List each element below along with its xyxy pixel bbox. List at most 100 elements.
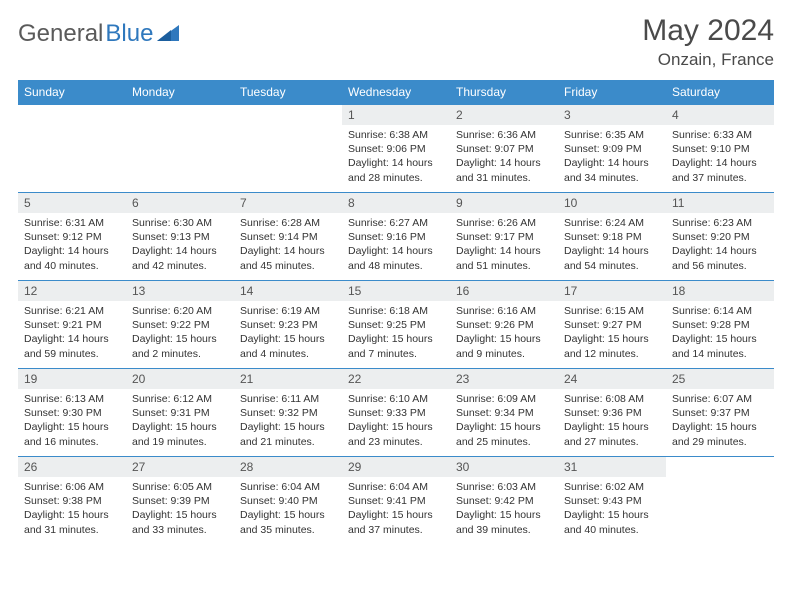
day-details: Sunrise: 6:02 AMSunset: 9:43 PMDaylight:… [558, 477, 666, 543]
day-number: 23 [450, 369, 558, 389]
calendar-cell: 22Sunrise: 6:10 AMSunset: 9:33 PMDayligh… [342, 369, 450, 457]
day-details: Sunrise: 6:03 AMSunset: 9:42 PMDaylight:… [450, 477, 558, 543]
day-number: 10 [558, 193, 666, 213]
day-details: Sunrise: 6:36 AMSunset: 9:07 PMDaylight:… [450, 125, 558, 191]
calendar-week: 1Sunrise: 6:38 AMSunset: 9:06 PMDaylight… [18, 105, 774, 193]
calendar-cell: 27Sunrise: 6:05 AMSunset: 9:39 PMDayligh… [126, 457, 234, 545]
day-details: Sunrise: 6:16 AMSunset: 9:26 PMDaylight:… [450, 301, 558, 367]
day-details: Sunrise: 6:12 AMSunset: 9:31 PMDaylight:… [126, 389, 234, 455]
calendar-cell: 17Sunrise: 6:15 AMSunset: 9:27 PMDayligh… [558, 281, 666, 369]
calendar-cell: 14Sunrise: 6:19 AMSunset: 9:23 PMDayligh… [234, 281, 342, 369]
calendar-cell: 15Sunrise: 6:18 AMSunset: 9:25 PMDayligh… [342, 281, 450, 369]
calendar-cell: 18Sunrise: 6:14 AMSunset: 9:28 PMDayligh… [666, 281, 774, 369]
calendar-cell: 12Sunrise: 6:21 AMSunset: 9:21 PMDayligh… [18, 281, 126, 369]
calendar-cell: 3Sunrise: 6:35 AMSunset: 9:09 PMDaylight… [558, 105, 666, 193]
calendar-cell [126, 105, 234, 193]
calendar-cell [18, 105, 126, 193]
calendar-cell: 20Sunrise: 6:12 AMSunset: 9:31 PMDayligh… [126, 369, 234, 457]
empty-cell [666, 457, 774, 477]
day-number: 7 [234, 193, 342, 213]
day-number: 19 [18, 369, 126, 389]
calendar-week: 19Sunrise: 6:13 AMSunset: 9:30 PMDayligh… [18, 369, 774, 457]
day-details: Sunrise: 6:23 AMSunset: 9:20 PMDaylight:… [666, 213, 774, 279]
calendar-cell: 7Sunrise: 6:28 AMSunset: 9:14 PMDaylight… [234, 193, 342, 281]
day-number: 29 [342, 457, 450, 477]
day-number: 11 [666, 193, 774, 213]
day-number: 8 [342, 193, 450, 213]
brand-logo: GeneralBlue [18, 14, 179, 48]
calendar-cell: 4Sunrise: 6:33 AMSunset: 9:10 PMDaylight… [666, 105, 774, 193]
calendar-cell: 29Sunrise: 6:04 AMSunset: 9:41 PMDayligh… [342, 457, 450, 545]
calendar-cell: 24Sunrise: 6:08 AMSunset: 9:36 PMDayligh… [558, 369, 666, 457]
calendar-grid: SundayMondayTuesdayWednesdayThursdayFrid… [18, 80, 774, 545]
calendar-cell: 30Sunrise: 6:03 AMSunset: 9:42 PMDayligh… [450, 457, 558, 545]
calendar-week: 26Sunrise: 6:06 AMSunset: 9:38 PMDayligh… [18, 457, 774, 545]
calendar-cell: 1Sunrise: 6:38 AMSunset: 9:06 PMDaylight… [342, 105, 450, 193]
day-number: 5 [18, 193, 126, 213]
day-number: 14 [234, 281, 342, 301]
day-details: Sunrise: 6:30 AMSunset: 9:13 PMDaylight:… [126, 213, 234, 279]
calendar-week: 12Sunrise: 6:21 AMSunset: 9:21 PMDayligh… [18, 281, 774, 369]
weekday-header-row: SundayMondayTuesdayWednesdayThursdayFrid… [18, 80, 774, 105]
calendar-cell: 25Sunrise: 6:07 AMSunset: 9:37 PMDayligh… [666, 369, 774, 457]
day-number: 18 [666, 281, 774, 301]
day-details: Sunrise: 6:21 AMSunset: 9:21 PMDaylight:… [18, 301, 126, 367]
day-details: Sunrise: 6:08 AMSunset: 9:36 PMDaylight:… [558, 389, 666, 455]
day-details: Sunrise: 6:33 AMSunset: 9:10 PMDaylight:… [666, 125, 774, 191]
brand-part2: Blue [105, 20, 153, 48]
day-number: 25 [666, 369, 774, 389]
calendar-cell [234, 105, 342, 193]
day-number: 30 [450, 457, 558, 477]
header: GeneralBlue May 2024 Onzain, France [18, 14, 774, 70]
calendar-cell: 13Sunrise: 6:20 AMSunset: 9:22 PMDayligh… [126, 281, 234, 369]
title-block: May 2024 Onzain, France [642, 14, 774, 70]
day-details: Sunrise: 6:04 AMSunset: 9:41 PMDaylight:… [342, 477, 450, 543]
day-number: 31 [558, 457, 666, 477]
day-number: 22 [342, 369, 450, 389]
day-details: Sunrise: 6:04 AMSunset: 9:40 PMDaylight:… [234, 477, 342, 543]
day-details: Sunrise: 6:26 AMSunset: 9:17 PMDaylight:… [450, 213, 558, 279]
day-number: 24 [558, 369, 666, 389]
day-number: 28 [234, 457, 342, 477]
day-number: 6 [126, 193, 234, 213]
brand-part1: General [18, 20, 103, 48]
month-title: May 2024 [642, 14, 774, 48]
day-details: Sunrise: 6:18 AMSunset: 9:25 PMDaylight:… [342, 301, 450, 367]
day-number: 12 [18, 281, 126, 301]
calendar-cell: 19Sunrise: 6:13 AMSunset: 9:30 PMDayligh… [18, 369, 126, 457]
logo-triangle-icon [157, 20, 179, 48]
calendar-cell: 16Sunrise: 6:16 AMSunset: 9:26 PMDayligh… [450, 281, 558, 369]
day-details: Sunrise: 6:07 AMSunset: 9:37 PMDaylight:… [666, 389, 774, 455]
day-details: Sunrise: 6:27 AMSunset: 9:16 PMDaylight:… [342, 213, 450, 279]
day-details: Sunrise: 6:13 AMSunset: 9:30 PMDaylight:… [18, 389, 126, 455]
day-number: 27 [126, 457, 234, 477]
weekday-header: Wednesday [342, 80, 450, 105]
day-details: Sunrise: 6:06 AMSunset: 9:38 PMDaylight:… [18, 477, 126, 543]
calendar-cell: 5Sunrise: 6:31 AMSunset: 9:12 PMDaylight… [18, 193, 126, 281]
day-number: 4 [666, 105, 774, 125]
day-details: Sunrise: 6:15 AMSunset: 9:27 PMDaylight:… [558, 301, 666, 367]
day-number: 17 [558, 281, 666, 301]
day-number: 15 [342, 281, 450, 301]
day-details: Sunrise: 6:20 AMSunset: 9:22 PMDaylight:… [126, 301, 234, 367]
day-details: Sunrise: 6:14 AMSunset: 9:28 PMDaylight:… [666, 301, 774, 367]
day-details: Sunrise: 6:11 AMSunset: 9:32 PMDaylight:… [234, 389, 342, 455]
calendar-cell: 11Sunrise: 6:23 AMSunset: 9:20 PMDayligh… [666, 193, 774, 281]
day-number: 13 [126, 281, 234, 301]
calendar-cell: 8Sunrise: 6:27 AMSunset: 9:16 PMDaylight… [342, 193, 450, 281]
weekday-header: Thursday [450, 80, 558, 105]
empty-cell [126, 105, 234, 125]
day-details: Sunrise: 6:10 AMSunset: 9:33 PMDaylight:… [342, 389, 450, 455]
day-number: 21 [234, 369, 342, 389]
day-details: Sunrise: 6:28 AMSunset: 9:14 PMDaylight:… [234, 213, 342, 279]
calendar-cell: 10Sunrise: 6:24 AMSunset: 9:18 PMDayligh… [558, 193, 666, 281]
day-details: Sunrise: 6:24 AMSunset: 9:18 PMDaylight:… [558, 213, 666, 279]
day-details: Sunrise: 6:38 AMSunset: 9:06 PMDaylight:… [342, 125, 450, 191]
day-number: 2 [450, 105, 558, 125]
day-number: 3 [558, 105, 666, 125]
day-number: 20 [126, 369, 234, 389]
empty-cell [18, 105, 126, 125]
weekday-header: Sunday [18, 80, 126, 105]
day-details: Sunrise: 6:05 AMSunset: 9:39 PMDaylight:… [126, 477, 234, 543]
calendar-cell: 6Sunrise: 6:30 AMSunset: 9:13 PMDaylight… [126, 193, 234, 281]
